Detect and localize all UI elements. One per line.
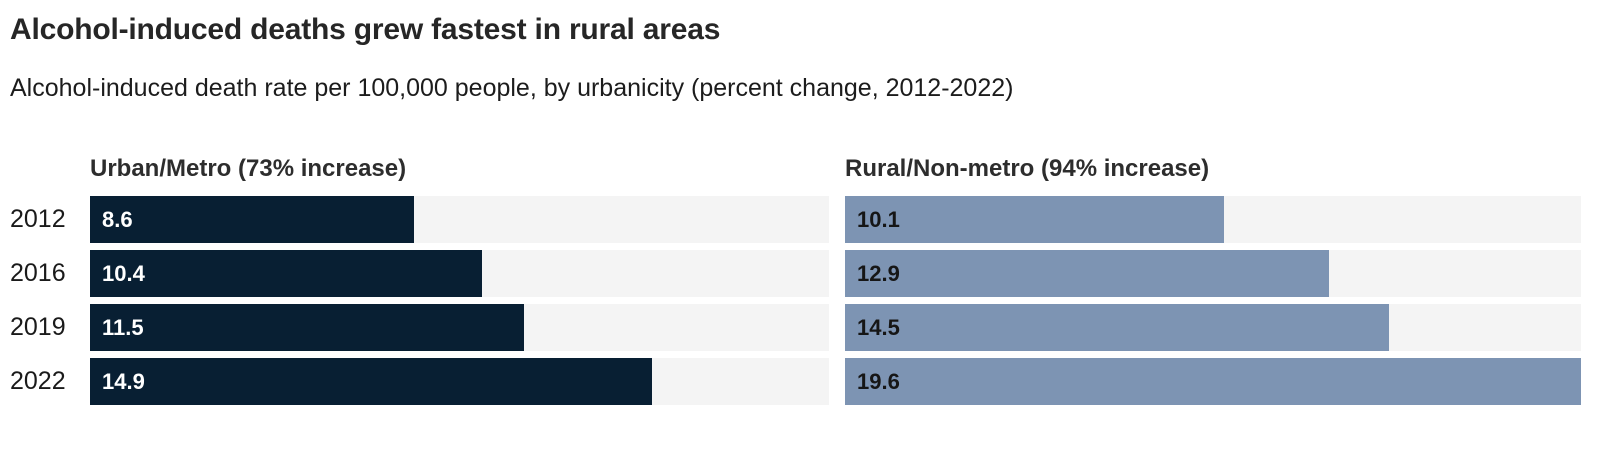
year-label: 2022: [10, 367, 66, 395]
bar: 8.6: [90, 196, 415, 243]
year-label: 2012: [10, 205, 66, 233]
bar-value-label: 11.5: [102, 314, 144, 340]
bar: 14.9: [90, 358, 652, 405]
bar-value-label: 10.4: [102, 260, 145, 286]
bar: 19.6: [845, 358, 1581, 405]
chart-title: Alcohol-induced deaths grew fastest in r…: [10, 13, 721, 46]
bar-value-label: 14.5: [857, 314, 900, 340]
year-label: 2019: [10, 313, 66, 341]
bar-value-label: 12.9: [857, 260, 900, 286]
header-gap: [829, 155, 845, 183]
bar: 14.5: [845, 304, 1390, 351]
bar-track: 10.1: [845, 196, 1581, 243]
bar-value-label: 14.9: [102, 368, 145, 394]
panel-gap: [829, 250, 845, 297]
bar-rows: 2012 8.6 10.1 2016 10.4 12.9 2019 11.5 14.5 2022 1…: [10, 196, 1581, 405]
year-label: 2016: [10, 259, 66, 287]
panel-gap: [829, 304, 845, 351]
bar-value-label: 8.6: [102, 206, 133, 232]
bar: 10.4: [90, 250, 483, 297]
bar-value-label: 10.1: [857, 206, 900, 232]
panel-gap: [829, 358, 845, 405]
bar-track: 11.5: [90, 304, 829, 351]
panel-headers: Urban/Metro (73% increase) Rural/Non-met…: [10, 155, 1581, 183]
bar-track: 14.9: [90, 358, 829, 405]
bar-track: 12.9: [845, 250, 1581, 297]
bar-track: 19.6: [845, 358, 1581, 405]
bar: 10.1: [845, 196, 1225, 243]
header-spacer: [10, 155, 90, 183]
bar-track: 10.4: [90, 250, 829, 297]
panel-header-rural: Rural/Non-metro (94% increase): [845, 155, 1210, 182]
bar: 12.9: [845, 250, 1330, 297]
bar-value-label: 19.6: [857, 368, 900, 394]
chart-container: Alcohol-induced deaths grew fastest in r…: [0, 13, 1600, 405]
panel-gap: [829, 196, 845, 243]
bar: 11.5: [90, 304, 524, 351]
bar-track: 14.5: [845, 304, 1581, 351]
bar-track: 8.6: [90, 196, 829, 243]
panel-header-urban: Urban/Metro (73% increase): [90, 155, 407, 182]
chart-subtitle: Alcohol-induced death rate per 100,000 p…: [10, 74, 1014, 102]
